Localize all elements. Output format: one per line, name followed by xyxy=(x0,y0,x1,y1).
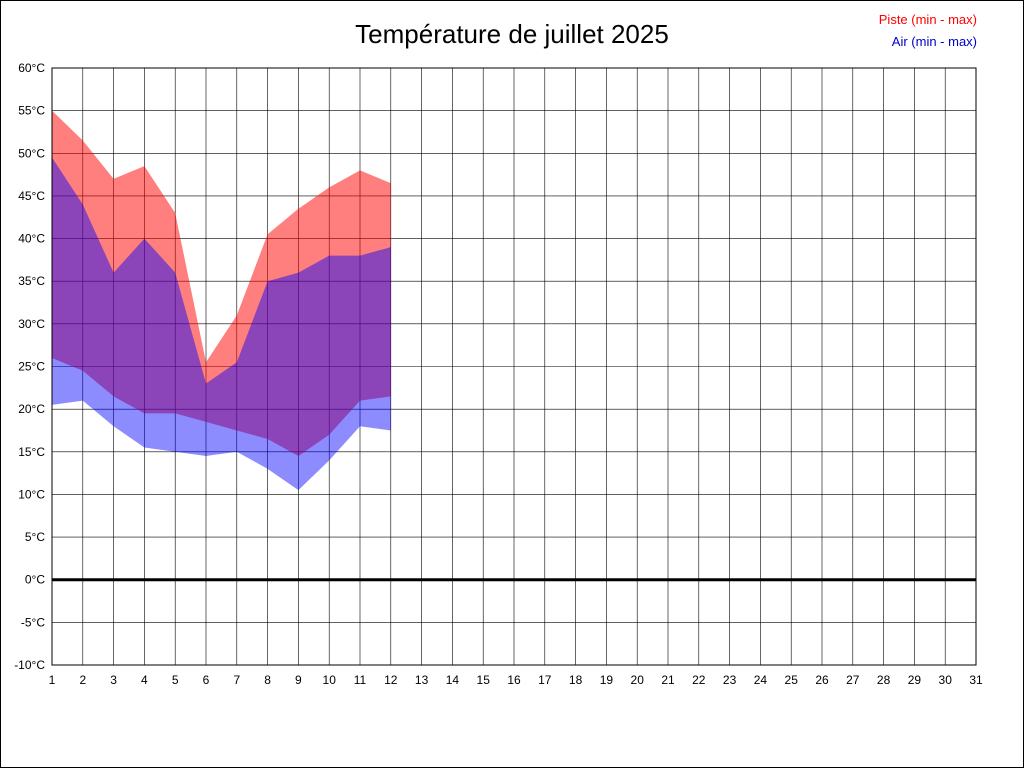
x-tick-label: 17 xyxy=(538,673,552,687)
x-tick-label: 25 xyxy=(785,673,799,687)
x-tick-label: 21 xyxy=(661,673,675,687)
plot-border xyxy=(51,67,977,666)
x-tick-label: 11 xyxy=(354,673,367,687)
band-piste xyxy=(52,110,391,457)
x-tick-label: 5 xyxy=(172,673,179,687)
x-tick-label: 8 xyxy=(264,673,271,687)
y-tick-label: 35°C xyxy=(18,274,45,288)
legend-item-piste: Piste (min - max) xyxy=(878,12,977,27)
y-tick-label: -5°C xyxy=(21,615,45,629)
y-tick-label: 40°C xyxy=(18,232,45,246)
x-tick-label: 18 xyxy=(569,673,583,687)
y-tick-label: 5°C xyxy=(25,530,45,544)
x-tick-label: 23 xyxy=(723,673,737,687)
x-tick-label: 24 xyxy=(754,673,768,687)
x-tick-label: 20 xyxy=(631,673,645,687)
x-tick-label: 14 xyxy=(446,673,460,687)
y-tick-label: 0°C xyxy=(25,573,45,587)
y-tick-label: 60°C xyxy=(18,61,45,75)
x-tick-label: 30 xyxy=(939,673,953,687)
x-tick-label: 10 xyxy=(323,673,337,687)
band-air xyxy=(52,157,391,491)
y-tick-label: 50°C xyxy=(18,146,45,160)
x-tick-label: 7 xyxy=(233,673,240,687)
x-tick-label: 27 xyxy=(846,673,860,687)
y-tick-label: 30°C xyxy=(18,317,45,331)
x-tick-label: 22 xyxy=(692,673,706,687)
x-tick-label: 15 xyxy=(477,673,491,687)
y-tick-label: 45°C xyxy=(18,189,45,203)
x-tick-label: 26 xyxy=(815,673,829,687)
y-tick-label: -10°C xyxy=(14,658,45,672)
legend: Piste (min - max) Air (min - max) xyxy=(879,9,977,53)
y-tick-label: 10°C xyxy=(18,487,45,501)
x-tick-label: 9 xyxy=(295,673,302,687)
x-tick-label: 2 xyxy=(79,673,86,687)
y-tick-label: 25°C xyxy=(18,360,45,374)
x-tick-label: 6 xyxy=(203,673,210,687)
x-tick-label: 16 xyxy=(507,673,521,687)
chart-title: Température de juillet 2025 xyxy=(355,19,669,49)
y-tick-label: 20°C xyxy=(18,402,45,416)
x-tick-label: 13 xyxy=(415,673,429,687)
x-tick-label: 19 xyxy=(600,673,614,687)
x-tick-label: 12 xyxy=(384,673,398,687)
x-tick-label: 4 xyxy=(141,673,148,687)
x-tick-label: 31 xyxy=(969,673,983,687)
x-tick-label: 1 xyxy=(49,673,56,687)
x-tick-label: 28 xyxy=(877,673,891,687)
legend-item-air: Air (min - max) xyxy=(891,34,977,49)
y-tick-label: 15°C xyxy=(18,445,45,459)
x-tick-label: 3 xyxy=(110,673,117,687)
y-tick-label: 55°C xyxy=(18,104,45,118)
x-tick-label: 29 xyxy=(908,673,922,687)
